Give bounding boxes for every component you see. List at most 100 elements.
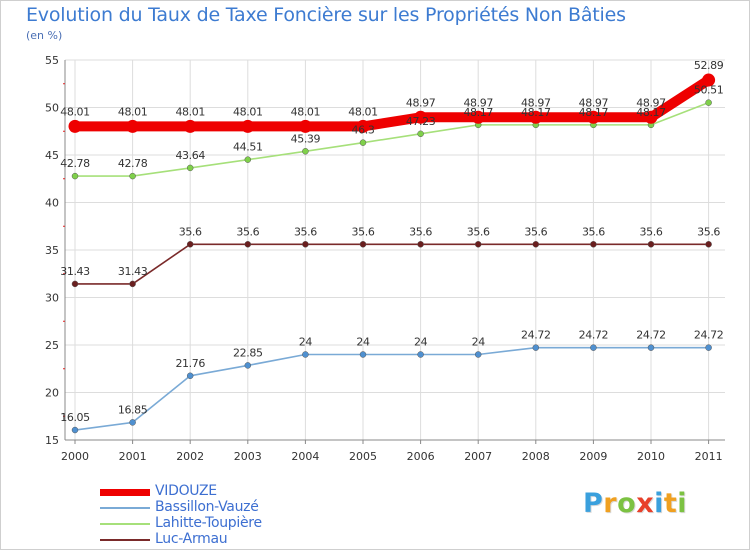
series-point-luc-armau xyxy=(244,241,252,248)
data-label-luc-armau: 35.6 xyxy=(582,225,605,238)
series-point-bassillon-vauze xyxy=(647,344,655,351)
series-point-bassillon-vauze xyxy=(474,351,482,358)
series-point-vidouze xyxy=(68,119,82,133)
series-point-vidouze xyxy=(644,110,658,124)
series-point-bassillon-vauze xyxy=(129,419,136,426)
x-tick-label: 2009 xyxy=(579,450,607,463)
series-point-bassillon-vauze xyxy=(244,362,252,369)
data-label-luc-armau: 35.6 xyxy=(467,225,490,238)
series-point-luc-armau xyxy=(532,241,540,248)
data-label-lahitte-toupiere: 42.78 xyxy=(60,157,90,170)
series-point-vidouze xyxy=(298,119,312,133)
x-tick-label: 2010 xyxy=(637,450,665,463)
series-point-bassillon-vauze xyxy=(705,344,712,351)
series-point-luc-armau xyxy=(474,241,482,248)
data-label-vidouze: 48.97 xyxy=(521,96,551,109)
x-tick-label: 2000 xyxy=(61,450,89,463)
series-point-bassillon-vauze xyxy=(417,351,424,358)
legend-label-vidouze: VIDOUZE xyxy=(155,483,217,499)
data-label-luc-armau: 35.6 xyxy=(236,225,259,238)
y-tick-label: 35 xyxy=(45,244,59,257)
data-label-bassillon-vauze: 24 xyxy=(356,336,370,349)
series-point-lahitte-toupiere xyxy=(244,156,252,163)
series-point-luc-armau xyxy=(647,241,655,248)
logo-letter: P xyxy=(583,488,604,519)
series-point-lahitte-toupiere xyxy=(705,99,712,106)
legend-label-luc-armau: Luc-Armau xyxy=(155,531,228,547)
x-tick-label: 2002 xyxy=(176,450,204,463)
data-label-bassillon-vauze: 22.85 xyxy=(233,346,263,359)
data-label-bassillon-vauze: 16.85 xyxy=(118,403,148,416)
data-label-vidouze: 52.89 xyxy=(694,59,724,72)
series-point-vidouze xyxy=(529,110,543,124)
data-label-luc-armau: 35.6 xyxy=(294,225,317,238)
series-point-bassillon-vauze xyxy=(302,351,309,358)
x-tick-label: 2004 xyxy=(291,450,319,463)
series-point-bassillon-vauze xyxy=(532,344,540,351)
data-label-vidouze: 48.97 xyxy=(463,96,493,109)
data-label-lahitte-toupiere: 48.17 xyxy=(636,106,666,119)
series-point-lahitte-toupiere xyxy=(129,172,136,180)
legend-item-luc-armau: Luc-Armau xyxy=(100,531,400,548)
series-point-bassillon-vauze xyxy=(186,372,194,380)
logo-letter: i xyxy=(654,488,664,519)
legend: VIDOUZE Bassillon-Vauzé Lahitte-Toupière… xyxy=(100,483,400,548)
data-label-vidouze: 48.01 xyxy=(233,105,263,118)
data-label-vidouze: 48.01 xyxy=(175,105,205,118)
x-tick-label: 2001 xyxy=(119,450,147,463)
legend-item-vidouze: VIDOUZE xyxy=(100,483,400,500)
series-point-lahitte-toupiere xyxy=(302,148,309,155)
series-point-lahitte-toupiere xyxy=(186,164,194,172)
y-tick-label: 15 xyxy=(45,434,59,447)
legend-item-bassillon-vauze: Bassillon-Vauzé xyxy=(100,499,400,516)
unit-label: (en %) xyxy=(26,29,63,42)
series-point-lahitte-toupiere xyxy=(359,139,367,146)
x-tick-label: 2011 xyxy=(695,450,723,463)
logo-letter: o xyxy=(617,488,637,519)
y-tick-label: 45 xyxy=(45,149,59,162)
y-tick-label: 50 xyxy=(45,102,59,115)
data-label-lahitte-toupiere: 42.78 xyxy=(118,157,148,170)
series-point-bassillon-vauze xyxy=(71,426,79,434)
data-label-vidouze: 48.01 xyxy=(348,105,378,118)
series-line-bassillon-vauze xyxy=(74,346,709,431)
series-point-lahitte-toupiere xyxy=(71,172,79,180)
data-label-luc-armau: 35.6 xyxy=(697,225,720,238)
data-label-lahitte-toupiere: 47.23 xyxy=(406,115,436,128)
data-label-lahitte-toupiere: 48.17 xyxy=(521,106,551,119)
data-label-bassillon-vauze: 24.72 xyxy=(694,329,724,342)
series-line-vidouze xyxy=(75,75,712,132)
series-point-vidouze xyxy=(356,119,370,133)
data-label-vidouze: 48.97 xyxy=(406,96,436,109)
series-point-vidouze xyxy=(702,73,716,87)
logo-letter: i xyxy=(677,488,688,519)
series-point-luc-armau xyxy=(129,280,136,288)
legend-label-lahitte-toupiere: Lahitte-Toupière xyxy=(155,515,262,531)
series-point-lahitte-toupiere xyxy=(417,130,424,138)
data-label-vidouze: 48.01 xyxy=(118,105,148,118)
data-label-bassillon-vauze: 24 xyxy=(414,336,428,349)
series-point-vidouze xyxy=(126,119,140,133)
data-label-lahitte-toupiere: 44.51 xyxy=(233,141,263,154)
data-label-bassillon-vauze: 24.72 xyxy=(521,329,551,342)
data-label-bassillon-vauze: 24 xyxy=(299,336,313,349)
data-label-bassillon-vauze: 24 xyxy=(472,336,486,349)
series-point-luc-armau xyxy=(302,241,309,248)
data-label-bassillon-vauze: 21.76 xyxy=(175,357,205,370)
series-point-luc-armau xyxy=(71,280,79,288)
data-label-luc-armau: 35.6 xyxy=(409,225,432,238)
data-label-lahitte-toupiere: 45.39 xyxy=(291,132,321,145)
data-label-luc-armau: 35.6 xyxy=(352,225,375,238)
logo-letter: t xyxy=(663,488,678,519)
series-point-luc-armau xyxy=(359,241,367,248)
legend-swatch-bassillon-vauze xyxy=(100,507,150,509)
legend-swatch-vidouze xyxy=(100,489,150,496)
logo-letter: x xyxy=(636,488,655,519)
x-tick-label: 2005 xyxy=(349,450,377,463)
data-label-luc-armau: 35.6 xyxy=(640,225,663,238)
y-tick-label: 40 xyxy=(45,197,59,210)
series-point-luc-armau xyxy=(417,241,424,248)
data-label-vidouze: 48.97 xyxy=(579,96,609,109)
chart-title: Evolution du Taux de Taxe Foncière sur l… xyxy=(26,4,626,26)
